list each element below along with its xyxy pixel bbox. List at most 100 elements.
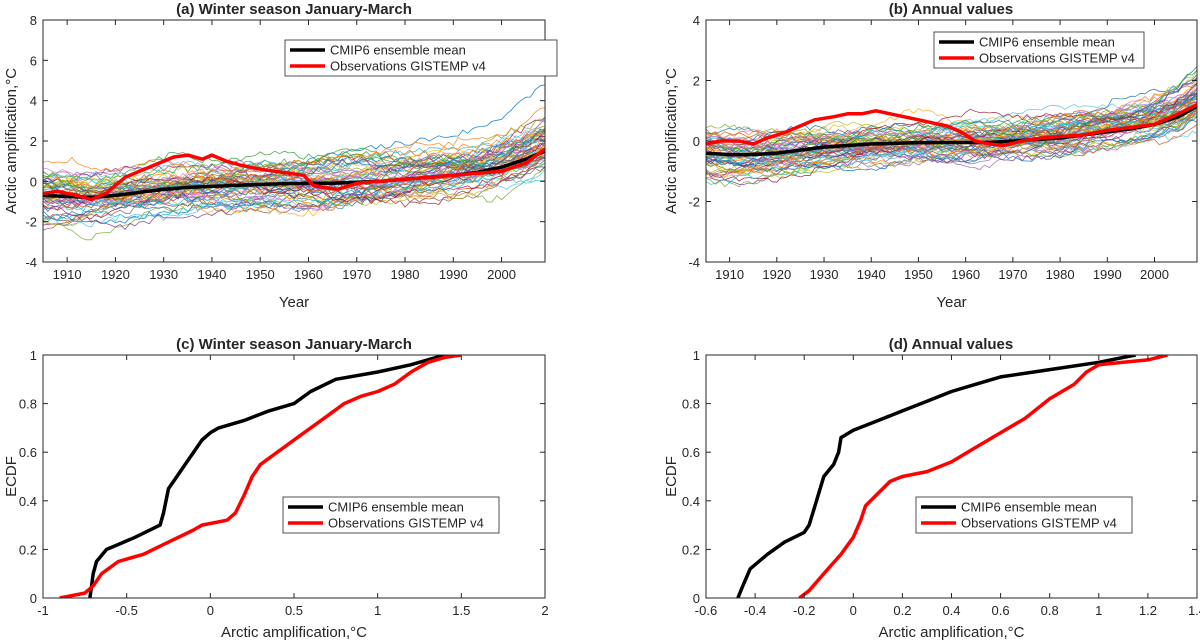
panel-a-xtick-label: 1950	[246, 267, 275, 282]
panel-a-xtick-label: 1990	[439, 267, 468, 282]
panel-a-ylabel: Arctic amplification,°C	[3, 68, 20, 214]
panel-b-xtick-label: 1910	[715, 267, 744, 282]
panel-c-xtick-label: 1.5	[452, 603, 470, 618]
panel-a-ytick-label: 0	[30, 174, 37, 189]
panel-c-obs-line	[59, 355, 462, 598]
panel-a-member-line	[43, 150, 545, 227]
panel-a-xtick-label: 1930	[149, 267, 178, 282]
panel-c-xtick-label: 1	[374, 603, 381, 618]
panel-d-ytick-label: 1	[693, 348, 700, 363]
panel-c-ytick-label: 0	[30, 591, 37, 606]
panel-c-ytick-label: 0.4	[19, 494, 37, 509]
panel-c-ytick-label: 0.2	[19, 542, 37, 557]
panel-b-member-line	[706, 74, 1197, 155]
panel-c-legend-label: CMIP6 ensemble mean	[328, 500, 464, 515]
panel-a-member-line	[43, 84, 545, 224]
panel-b-ytick-label: -4	[688, 255, 700, 270]
panel-c-ytick-label: 0.8	[19, 397, 37, 412]
panel-c-xtick-label: 0	[207, 603, 214, 618]
panel-a-xtick-label: 2000	[487, 267, 516, 282]
panel-d-mean-line	[736, 355, 1136, 598]
panel-a-member-line	[43, 142, 545, 212]
panel-b-member-line	[706, 97, 1197, 155]
panel-b-xtick-label: 1950	[904, 267, 933, 282]
panel-d-xtick-label: 1.4	[1188, 603, 1200, 618]
panel-d-xlabel: Arctic amplification,°C	[878, 624, 1024, 641]
panel-d-ytick-label: 0	[693, 591, 700, 606]
panel-b-title: (b) Annual values	[889, 1, 1013, 18]
panel-b-member-line	[706, 92, 1197, 165]
panel-a: (a) Winter season January-March 1910 1920…	[3, 1, 558, 311]
panel-b-xtick-label: 1970	[998, 267, 1027, 282]
panel-d-ylabel: ECDF	[663, 456, 680, 497]
panel-d-xtick-label: 0.2	[893, 603, 911, 618]
panel-a-member-line	[43, 128, 545, 198]
panel-a-member-line	[43, 159, 545, 212]
panel-c-xtick-label: 2	[541, 603, 548, 618]
panel-d-xtick-label: 1	[1095, 603, 1102, 618]
panel-b-ytick-label: 0	[693, 134, 700, 149]
panel-a-ytick-label: 2	[30, 134, 37, 149]
panel-c-xtick-label: 0.5	[285, 603, 303, 618]
panel-c-xtick-label: -0.5	[115, 603, 137, 618]
panel-d-xtick-label: -0.6	[695, 603, 717, 618]
panel-d-ytick-label: 0.6	[682, 445, 700, 460]
panel-d-xtick-label: -0.2	[793, 603, 815, 618]
panel-c-xlabel: Arctic amplification,°C	[221, 624, 367, 641]
panel-d-title: (d) Annual values	[889, 336, 1013, 353]
panel-b-member-line	[706, 124, 1197, 177]
panel-a-member-line	[43, 156, 545, 207]
panel-a-member-line	[43, 154, 545, 196]
panel-a-legend-label: CMIP6 ensemble mean	[330, 43, 466, 58]
panel-b: (b) Annual values 1910 1920 1930 1940 1950 19…	[663, 1, 1198, 311]
panel-b-ytick-label: 2	[693, 74, 700, 89]
panel-b-legend-label: CMIP6 ensemble mean	[979, 35, 1115, 50]
panel-a-xtick-label: 1970	[342, 267, 371, 282]
panel-d-plot-area	[706, 355, 1197, 598]
panel-a-member-line	[43, 166, 545, 231]
panel-a-member-line	[43, 129, 545, 216]
panel-b-ylabel: Arctic amplification,°C	[663, 68, 680, 214]
panel-c-ytick-label: 0.6	[19, 445, 37, 460]
panel-b-member-line	[706, 103, 1197, 167]
panel-a-legend-label: Observations GISTEMP v4	[330, 59, 486, 74]
panel-d-ytick-label: 0.2	[682, 542, 700, 557]
panel-a-ytick-label: 8	[30, 13, 37, 28]
panel-a-ytick-label: 4	[30, 94, 37, 109]
panel-d-xtick-label: -0.4	[744, 603, 766, 618]
panel-a-ytick-label: -4	[25, 255, 37, 270]
panel-a-xtick-label: 1980	[391, 267, 420, 282]
panel-a-member-line	[43, 119, 545, 201]
panel-a-lines	[43, 84, 545, 241]
panel-b-ytick-label: -2	[688, 195, 700, 210]
panel-b-member-line	[706, 88, 1197, 159]
panel-b-xtick-label: 2000	[1140, 267, 1169, 282]
panel-b-xtick-label: 1930	[810, 267, 839, 282]
panel-b-member-line	[706, 109, 1197, 165]
panel-b-xtick-label: 1920	[762, 267, 791, 282]
panel-d-xtick-label: 1.2	[1139, 603, 1157, 618]
panel-d-lines	[736, 355, 1168, 598]
panel-c-lines	[59, 355, 462, 598]
panel-a-title: (a) Winter season January-March	[176, 1, 412, 18]
panel-a-member-line	[43, 125, 545, 189]
panel-b-xtick-label: 1990	[1093, 267, 1122, 282]
panel-d-ytick-label: 0.4	[682, 494, 700, 509]
panel-b-obs-line	[706, 103, 1197, 148]
panel-d-xtick-label: 0	[850, 603, 857, 618]
panel-d-legend-label: Observations GISTEMP v4	[961, 516, 1117, 531]
panel-b-xtick-label: 1940	[857, 267, 886, 282]
panel-c: (c) Winter season January-March -1 -0.5 0 0…	[3, 336, 549, 641]
panel-a-member-line	[43, 131, 545, 191]
panel-c-ylabel: ECDF	[3, 456, 20, 497]
panel-d-obs-line	[798, 355, 1168, 598]
panel-d-xtick-label: 0.4	[942, 603, 960, 618]
panel-a-member-line	[43, 131, 545, 191]
panel-d-xtick-label: 0.8	[1041, 603, 1059, 618]
panel-a-member-line	[43, 128, 545, 193]
